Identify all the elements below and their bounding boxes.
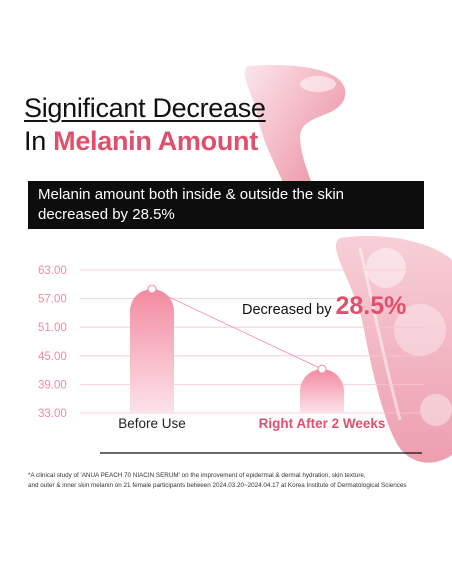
bar <box>300 369 344 413</box>
title-line-2-prefix: In <box>24 126 46 156</box>
y-tick-label: 51.00 <box>38 322 67 334</box>
y-tick-label: 57.00 <box>38 294 67 306</box>
title-line-2: In Melanin Amount <box>24 125 266 158</box>
data-point <box>147 284 157 294</box>
bar <box>130 289 174 413</box>
data-point <box>317 364 327 374</box>
title-line-2-accent: Melanin Amount <box>53 126 258 156</box>
summary-banner: Melanin amount both inside & outside the… <box>28 181 424 229</box>
y-tick-label: 39.00 <box>38 379 67 391</box>
y-tick-label: 45.00 <box>38 351 67 363</box>
footnote: *A clinical study of 'ANUA PEACH 70 NIAC… <box>28 471 428 491</box>
category-label: Right After 2 Weeks <box>259 416 386 431</box>
trend-line <box>151 288 323 370</box>
decrease-annotation-prefix: Decreased by <box>242 302 336 318</box>
decrease-annotation: Decreased by 28.5% <box>242 292 406 320</box>
footnote-line-1: *A clinical study of 'ANUA PEACH 70 NIAC… <box>28 472 366 479</box>
title-line-1: Significant Decrease <box>24 93 266 123</box>
decrease-annotation-value: 28.5% <box>336 292 407 320</box>
y-tick-label: 63.00 <box>38 265 67 277</box>
category-label: Before Use <box>118 416 186 431</box>
page-title: Significant Decrease In Melanin Amount <box>24 92 266 158</box>
y-tick-label: 33.00 <box>38 408 67 420</box>
footnote-line-2: and outer & inner skin melanin on 21 fem… <box>28 482 407 489</box>
